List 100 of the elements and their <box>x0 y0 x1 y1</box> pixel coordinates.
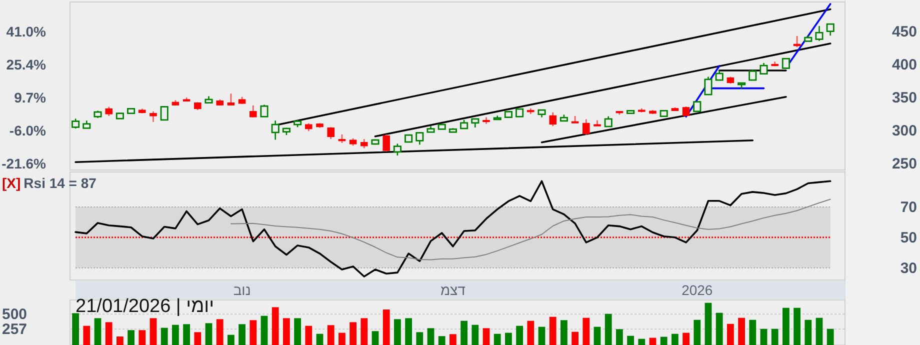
bar <box>94 318 102 345</box>
candlestick <box>826 23 834 36</box>
bar <box>460 320 468 345</box>
bar <box>616 329 623 345</box>
bar <box>760 328 768 345</box>
bar <box>216 319 224 345</box>
bar <box>327 325 334 345</box>
bar <box>816 318 823 345</box>
bar <box>183 324 190 345</box>
candlestick <box>748 68 757 81</box>
x-tick-label: דצמ <box>440 282 466 298</box>
y-tick-label: 30 <box>900 260 917 277</box>
bar <box>638 338 646 345</box>
bar <box>160 328 168 345</box>
text: [X] <box>2 175 21 191</box>
y2-tick-label: 25.4% <box>6 56 47 72</box>
bar <box>505 332 512 345</box>
bar <box>194 332 202 345</box>
candlestick <box>815 25 824 42</box>
bar <box>250 320 257 345</box>
candlestick <box>250 104 257 118</box>
bar <box>405 318 412 345</box>
y2-tick-label: 9.7% <box>14 89 47 106</box>
bar <box>727 324 734 345</box>
bar <box>360 318 368 345</box>
bar <box>538 326 546 345</box>
bar <box>128 330 134 345</box>
bar <box>582 318 590 345</box>
bar <box>427 328 434 345</box>
bar <box>682 332 690 345</box>
candlestick <box>682 106 690 116</box>
bar <box>660 336 668 345</box>
candlestick <box>160 105 168 121</box>
bar <box>694 320 701 345</box>
bar <box>394 319 401 345</box>
bar <box>749 320 756 345</box>
bar <box>350 322 356 345</box>
line-series <box>230 198 831 260</box>
bar <box>116 336 124 345</box>
bar <box>794 308 800 345</box>
candlestick <box>360 138 368 149</box>
bar <box>572 332 578 345</box>
candlestick <box>760 62 768 75</box>
candlestick <box>271 120 280 140</box>
bar <box>771 328 778 345</box>
bar <box>826 328 834 345</box>
y-tick-label: 70 <box>900 198 917 216</box>
candlestick <box>704 76 712 96</box>
candlestick <box>416 131 424 146</box>
bar <box>672 334 678 345</box>
bar <box>260 316 268 345</box>
chart-title: 21/01/2026 | יומי <box>76 296 214 317</box>
y2-tick-label: -21.6% <box>2 155 47 172</box>
y-tick-label: 257 <box>2 321 28 338</box>
bar <box>627 336 634 345</box>
bar <box>138 330 146 345</box>
candlestick <box>260 104 268 118</box>
bar <box>305 326 312 345</box>
bar <box>372 331 379 345</box>
y-tick-label: 300 <box>892 122 917 140</box>
chart-title: Rsi 14 = 87 <box>24 175 97 191</box>
candlestick <box>105 106 112 117</box>
candlestick <box>715 70 724 81</box>
candlestick <box>582 118 590 136</box>
bar <box>72 313 79 345</box>
bar <box>205 323 212 345</box>
y-tick-label: 350 <box>892 90 917 107</box>
bar <box>594 326 601 345</box>
bar <box>782 308 790 345</box>
y-tick-label: 50 <box>900 229 917 246</box>
candlestick <box>782 58 790 69</box>
bar <box>704 302 712 345</box>
bar <box>716 312 723 345</box>
bar <box>482 328 490 345</box>
bar <box>560 320 568 345</box>
candlestick <box>150 110 157 123</box>
bar <box>272 307 279 345</box>
bar <box>83 326 90 345</box>
bar <box>450 334 456 345</box>
x-tick-label: 2026 <box>682 282 713 298</box>
bar <box>150 318 157 345</box>
y2-tick-label: 41.0% <box>6 24 47 40</box>
bar <box>549 316 556 345</box>
y-tick-label: 450 <box>892 24 917 41</box>
bar <box>228 334 234 345</box>
bar <box>649 338 656 345</box>
candlestick <box>604 116 612 128</box>
bar <box>494 334 501 345</box>
candlestick <box>393 142 402 156</box>
bar <box>238 324 246 345</box>
y2-tick-label: -6.0% <box>9 122 47 138</box>
candlestick <box>549 112 556 127</box>
bar <box>527 320 534 345</box>
candlestick <box>227 92 235 106</box>
candlestick <box>327 126 334 140</box>
y-tick-label: 400 <box>892 56 917 74</box>
bar <box>316 334 324 345</box>
bar <box>804 320 812 345</box>
bar <box>283 318 290 345</box>
bar <box>516 326 523 345</box>
